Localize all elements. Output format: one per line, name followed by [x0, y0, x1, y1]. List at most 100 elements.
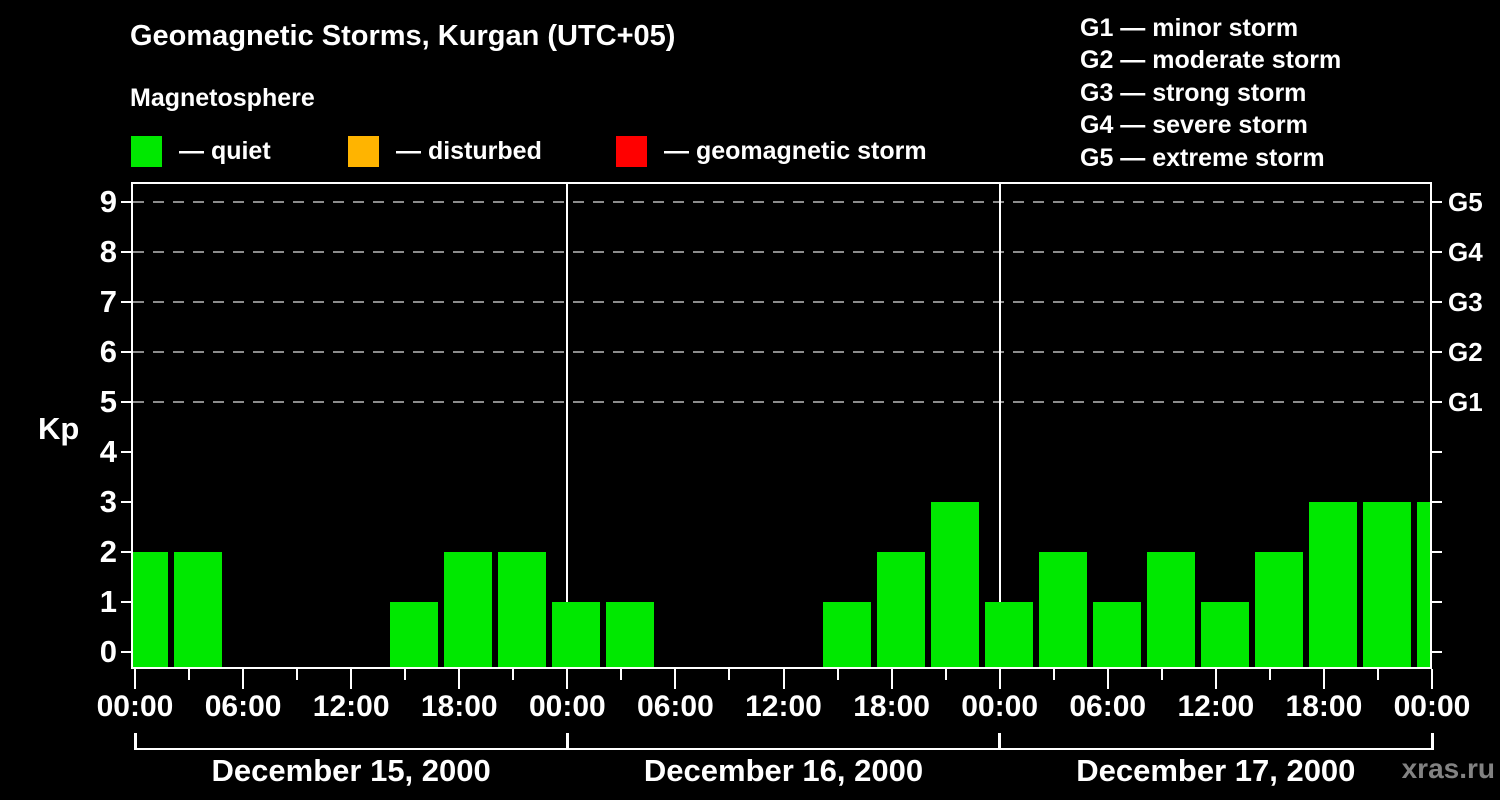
kp-bar: [444, 551, 493, 667]
x-tick-minor: [404, 669, 407, 680]
kp-color-legend: — quiet — disturbed — geomagnetic storm: [0, 135, 1500, 169]
y-tick-label: 2: [99, 533, 117, 569]
kp-bar: [1362, 501, 1411, 667]
gridline-kp5: [133, 400, 1430, 403]
y-tick-right: [1430, 250, 1442, 253]
time-label: 00:00: [528, 690, 606, 723]
y-tick-right: [1430, 350, 1442, 353]
y-tick-right: [1430, 300, 1442, 303]
x-tick-major: [1431, 669, 1433, 689]
kp-bar: [984, 601, 1033, 667]
y-tick-left: [121, 300, 133, 303]
y-tick-label: 7: [99, 283, 117, 319]
x-tick-major: [350, 669, 353, 689]
x-tick-minor: [944, 669, 947, 680]
time-label: 06:00: [637, 690, 714, 723]
x-tick-major: [566, 669, 569, 689]
y-tick-left: [121, 450, 133, 453]
legend-label-geomagnetic-storm: — geomagnetic storm: [664, 136, 927, 165]
time-label: 06:00: [204, 690, 282, 723]
kp-bar: [1146, 551, 1195, 667]
y-tick-right: [1430, 600, 1442, 603]
x-tick-major: [1106, 669, 1109, 689]
x-tick-major: [998, 669, 1001, 689]
kp-bar: [174, 551, 223, 667]
kp-bar: [606, 601, 655, 667]
x-tick-minor: [1052, 669, 1055, 680]
storm-scale-line-g1: G1 — minor storm: [1080, 14, 1299, 42]
y-tick-label: 6: [99, 333, 117, 369]
day-bracket-line: [135, 748, 1432, 750]
y-tick-right: [1430, 400, 1442, 403]
y-tick-left: [121, 350, 133, 353]
legend-label-quiet: — quiet: [179, 136, 271, 165]
x-tick-minor: [512, 669, 515, 680]
gridline-kp7: [133, 300, 1430, 303]
time-label: 00:00: [1393, 690, 1471, 723]
gridline-kp8: [133, 250, 1430, 253]
x-tick-major: [782, 669, 785, 689]
y-tick-label: 4: [99, 433, 117, 469]
x-tick-major: [890, 669, 893, 689]
legend-swatch-disturbed: [348, 135, 379, 167]
time-label: 00:00: [96, 690, 174, 723]
storm-scale-line-g5: G5 — extreme storm: [1080, 143, 1325, 172]
x-tick-minor: [188, 669, 191, 680]
kp-bar: [552, 601, 601, 667]
time-label: 12:00: [1177, 690, 1255, 723]
storm-scale-line-g4: G4 — severe storm: [1080, 111, 1308, 140]
day-bracket-tick: [565, 733, 569, 750]
y-tick-label: 5: [99, 383, 117, 419]
legend-item-geomagnetic-storm: — geomagnetic storm: [616, 135, 927, 167]
time-label: 00:00: [961, 690, 1039, 723]
kp-bar: [930, 501, 979, 667]
y-tick-label: 1: [99, 583, 117, 619]
g-level-label-g1: G1: [1448, 386, 1483, 417]
kp-bar: [133, 551, 168, 667]
time-label: 12:00: [312, 690, 390, 723]
x-tick-minor: [296, 669, 299, 680]
kp-bar: [1254, 551, 1303, 667]
kp-bar: [822, 601, 871, 667]
kp-bar: [390, 601, 439, 667]
y-tick-label: 8: [99, 233, 117, 269]
day-bracket-tick: [133, 733, 137, 750]
plot-area: [131, 182, 1432, 669]
g-level-label-g3: G3: [1448, 286, 1483, 317]
watermark: xras.ru: [1401, 753, 1495, 784]
date-label: December 17, 2000: [1076, 753, 1356, 788]
y-tick-right: [1430, 500, 1442, 503]
y-axis-title: Kp: [38, 411, 80, 446]
x-tick-minor: [620, 669, 623, 680]
kp-bar: [498, 551, 547, 667]
x-tick-minor: [1268, 669, 1271, 680]
x-tick-minor: [836, 669, 839, 680]
x-tick-major: [674, 669, 677, 689]
storm-scale-line-g2: G2 — moderate storm: [1080, 46, 1342, 75]
y-tick-right: [1430, 650, 1442, 653]
day-bracket-tick: [998, 733, 1002, 750]
magnetosphere-label: Magnetosphere: [130, 84, 315, 112]
y-tick-left: [121, 400, 133, 403]
plot-inner: [133, 184, 1430, 667]
y-tick-left: [121, 550, 133, 553]
storm-scale-line-g3: G3 — strong storm: [1080, 78, 1307, 107]
legend-swatch-quiet: [131, 135, 162, 167]
y-tick-label: 0: [99, 633, 117, 669]
y-tick-left: [121, 600, 133, 603]
x-tick-major: [242, 669, 245, 689]
g-level-label-g2: G2: [1448, 336, 1483, 367]
y-tick-right: [1430, 550, 1442, 553]
day-separator: [998, 184, 1001, 667]
y-tick-left: [121, 250, 133, 253]
y-tick-left: [121, 500, 133, 503]
time-label: 12:00: [745, 690, 822, 723]
kp-bar: [1200, 601, 1249, 667]
x-tick-major: [134, 669, 136, 689]
kp-bar: [1038, 551, 1087, 667]
kp-bar: [1308, 501, 1357, 667]
y-tick-left: [121, 650, 133, 653]
kp-bar: [1092, 601, 1141, 667]
x-tick-minor: [1160, 669, 1163, 680]
